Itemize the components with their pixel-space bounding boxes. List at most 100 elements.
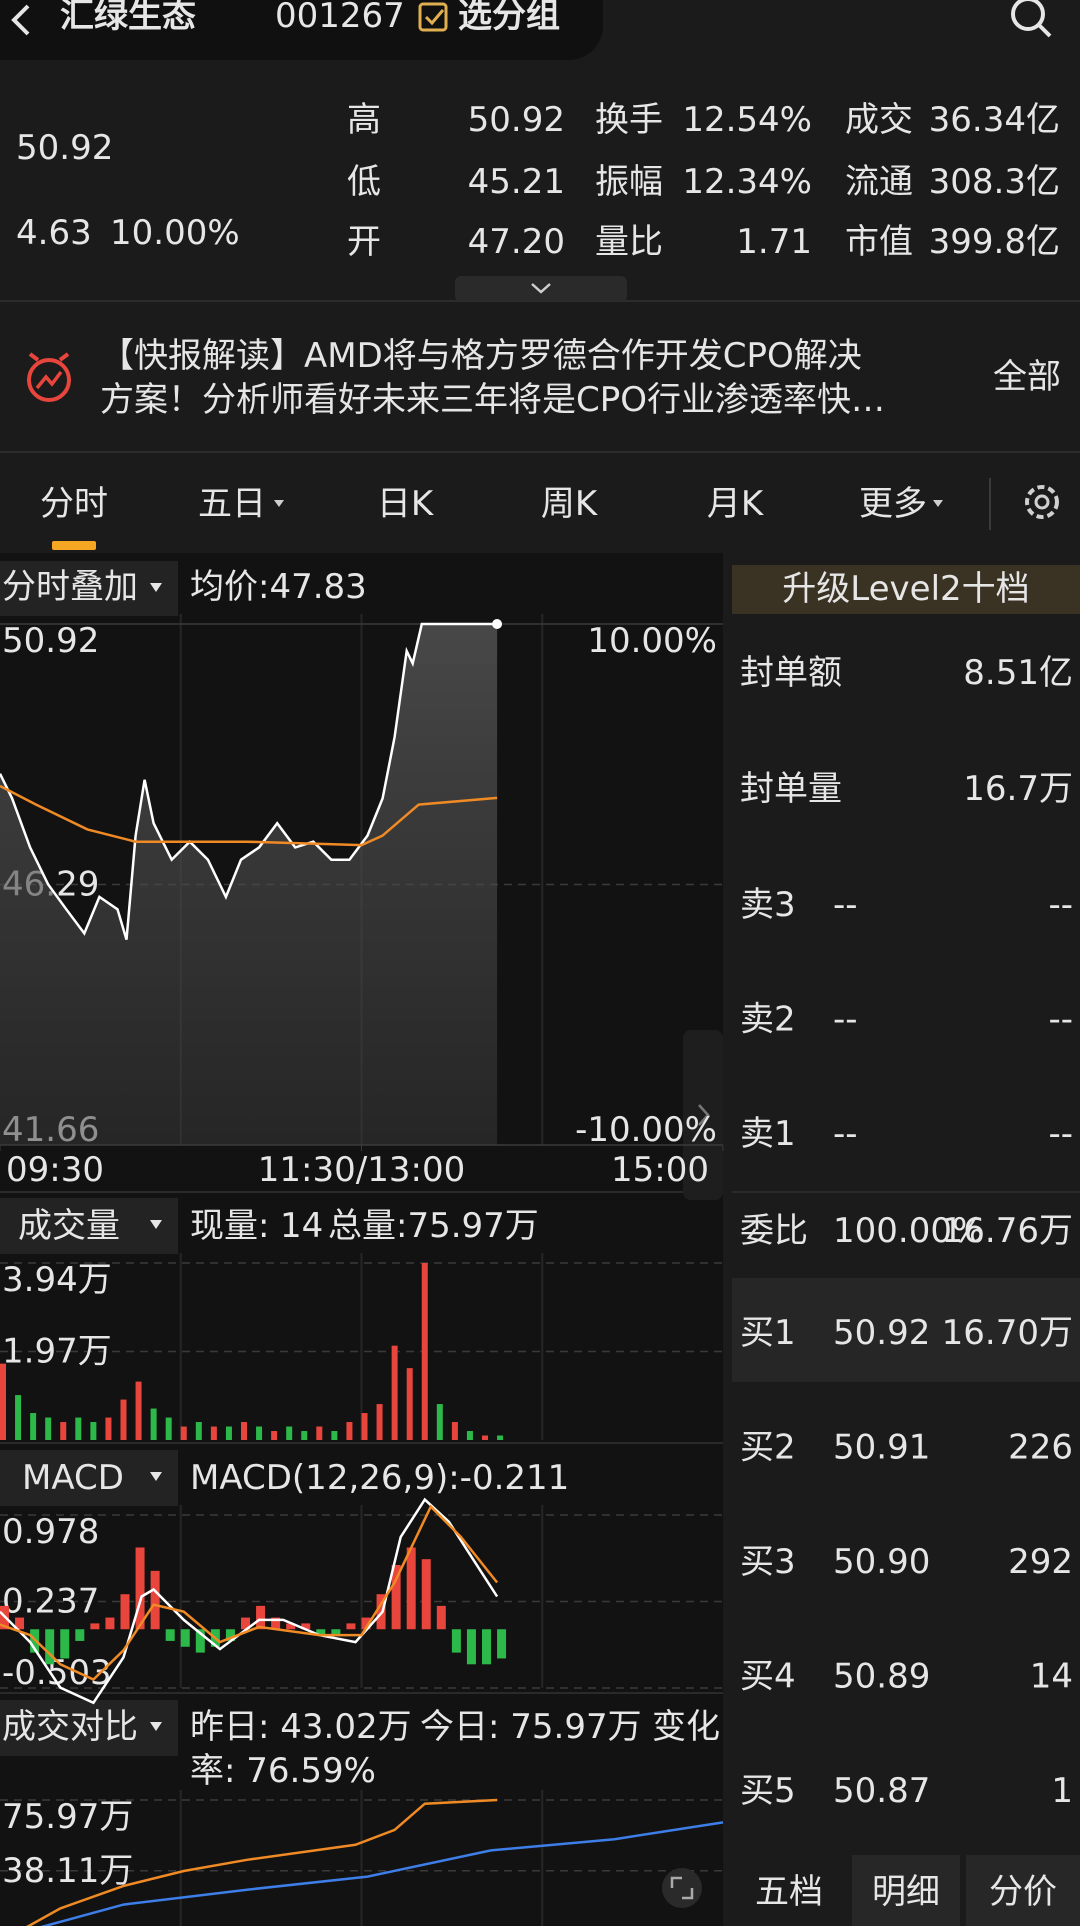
volume-bar — [150, 1408, 157, 1440]
y-tick-label: 38.11万 — [2, 1851, 133, 1891]
book-tab[interactable] — [732, 1855, 846, 1926]
volume-bar — [331, 1431, 338, 1440]
bid-label: 买5 — [740, 1771, 796, 1811]
macd-bar — [165, 1629, 175, 1641]
book-tab-label[interactable]: 五档 — [755, 1872, 823, 1912]
volume-bar — [165, 1417, 172, 1440]
volume-bar — [256, 1426, 263, 1440]
chart-tab[interactable]: 日K — [377, 484, 435, 524]
news-more[interactable]: 全部 — [993, 357, 1061, 397]
macd-line — [0, 1504, 499, 1681]
price-change: 4.63 — [16, 213, 92, 253]
compare-today: 今日: 75.97万 — [420, 1707, 642, 1747]
price-change-pct: 10.00% — [110, 213, 240, 253]
overlay-dropdown[interactable] — [0, 561, 178, 616]
indicator-dropdown[interactable]: 成交量 — [18, 1206, 120, 1246]
indicator-dropdown[interactable]: 分时叠加 — [2, 567, 138, 607]
search-button[interactable] — [1011, 0, 1045, 31]
group-check — [424, 9, 445, 26]
stat-value: 45.21 — [468, 162, 565, 202]
chart-tab[interactable]: 周K — [541, 484, 599, 524]
volume-bar — [225, 1426, 232, 1440]
ask-label: 卖1 — [740, 1114, 796, 1154]
y-tick-label: 75.97万 — [2, 1797, 133, 1837]
book-tab[interactable] — [966, 1855, 1080, 1926]
news-text[interactable]: 【快报解读】AMD将与格方罗德合作开发CPO解决 — [100, 336, 862, 376]
y2-tick-label: -10.00% — [575, 1110, 717, 1150]
stat-value: 12.34% — [682, 162, 812, 202]
macd-bar — [15, 1617, 25, 1630]
volume-bar — [301, 1431, 308, 1440]
upgrade-button[interactable] — [732, 565, 1080, 614]
x-tick-label: 09:30 — [6, 1150, 104, 1190]
macd-bar — [105, 1617, 115, 1630]
seal-label: 封单额 — [740, 653, 842, 693]
macd-bar — [466, 1629, 476, 1665]
bid-volume: 16.70万 — [942, 1313, 1073, 1353]
news-text[interactable]: 方案！分析师看好未来三年将是CPO行业渗透率快… — [100, 380, 885, 420]
bid-label: 买3 — [740, 1542, 796, 1582]
volume-bar — [271, 1431, 278, 1440]
ask-volume: -- — [1048, 1114, 1073, 1154]
macd-bar — [331, 1629, 341, 1636]
expand-tab[interactable] — [455, 276, 627, 302]
bid-label: 买4 — [740, 1657, 796, 1697]
ratio-pct: 100.00% — [833, 1211, 984, 1251]
macd-bar — [256, 1605, 266, 1630]
compare-dropdown[interactable] — [0, 1700, 178, 1756]
book-tab[interactable] — [852, 1855, 960, 1926]
last-point — [492, 619, 503, 629]
title-pill — [0, 0, 603, 60]
volume-dropdown[interactable] — [0, 1198, 178, 1254]
volume-bar — [210, 1426, 217, 1440]
group-button[interactable]: 选分组 — [458, 0, 560, 36]
side-handle[interactable] — [683, 1030, 723, 1200]
macd-bar — [436, 1605, 446, 1630]
indicator-dropdown[interactable]: MACD — [22, 1458, 124, 1498]
volume-bar — [361, 1413, 368, 1440]
volume-bar — [45, 1417, 52, 1440]
macd-dropdown[interactable] — [0, 1450, 178, 1506]
book-tab-label[interactable]: 分价 — [989, 1872, 1057, 1912]
volume-bar — [497, 1435, 504, 1440]
settings-button[interactable] — [1025, 485, 1059, 519]
compare-rate: 变化 — [652, 1707, 720, 1747]
volume-bar — [451, 1422, 458, 1440]
back-button[interactable] — [11, 4, 30, 36]
chart-tab[interactable]: 分时 — [40, 484, 108, 524]
stat-value: 50.92 — [468, 100, 565, 140]
volume-bar — [316, 1426, 323, 1440]
fullscreen-icon — [670, 1876, 694, 1900]
seal-label: 封单量 — [740, 769, 842, 809]
volume-bar — [120, 1399, 127, 1440]
news-icon-ear — [58, 352, 70, 362]
chart-tab[interactable]: 更多 — [859, 484, 927, 524]
volume-bar — [346, 1422, 353, 1440]
y-tick-label: 3.94万 — [2, 1260, 112, 1300]
indicator-dropdown[interactable]: 成交对比 — [2, 1707, 138, 1747]
macd-bar — [301, 1623, 311, 1630]
volume-bar — [195, 1422, 202, 1440]
y-tick-label: 50.92 — [2, 621, 99, 661]
settings-core — [1034, 494, 1050, 510]
volume-bar — [60, 1422, 67, 1440]
stat-value: 1.71 — [736, 222, 812, 262]
group-icon — [418, 2, 448, 32]
macd-bar — [271, 1617, 281, 1630]
macd-bar — [286, 1623, 296, 1630]
stock-code: 001267 — [275, 0, 405, 36]
upgrade-text[interactable]: 升级Level2十档 — [782, 569, 1029, 609]
bid-label: 买2 — [740, 1428, 796, 1468]
chart-tab[interactable]: 月K — [707, 484, 765, 524]
macd-line — [0, 1497, 499, 1705]
bid-volume: 1 — [1051, 1771, 1073, 1811]
ask-price: -- — [833, 885, 858, 925]
book-tab-label[interactable]: 明细 — [872, 1872, 940, 1912]
order-book-panel — [732, 553, 1080, 1926]
chart-tab[interactable]: 五日 — [198, 484, 266, 524]
stat-label: 振幅 — [595, 162, 663, 202]
x-tick-label: 15:00 — [611, 1150, 709, 1190]
news-icon — [27, 358, 71, 402]
fullscreen-button[interactable] — [662, 1868, 702, 1908]
